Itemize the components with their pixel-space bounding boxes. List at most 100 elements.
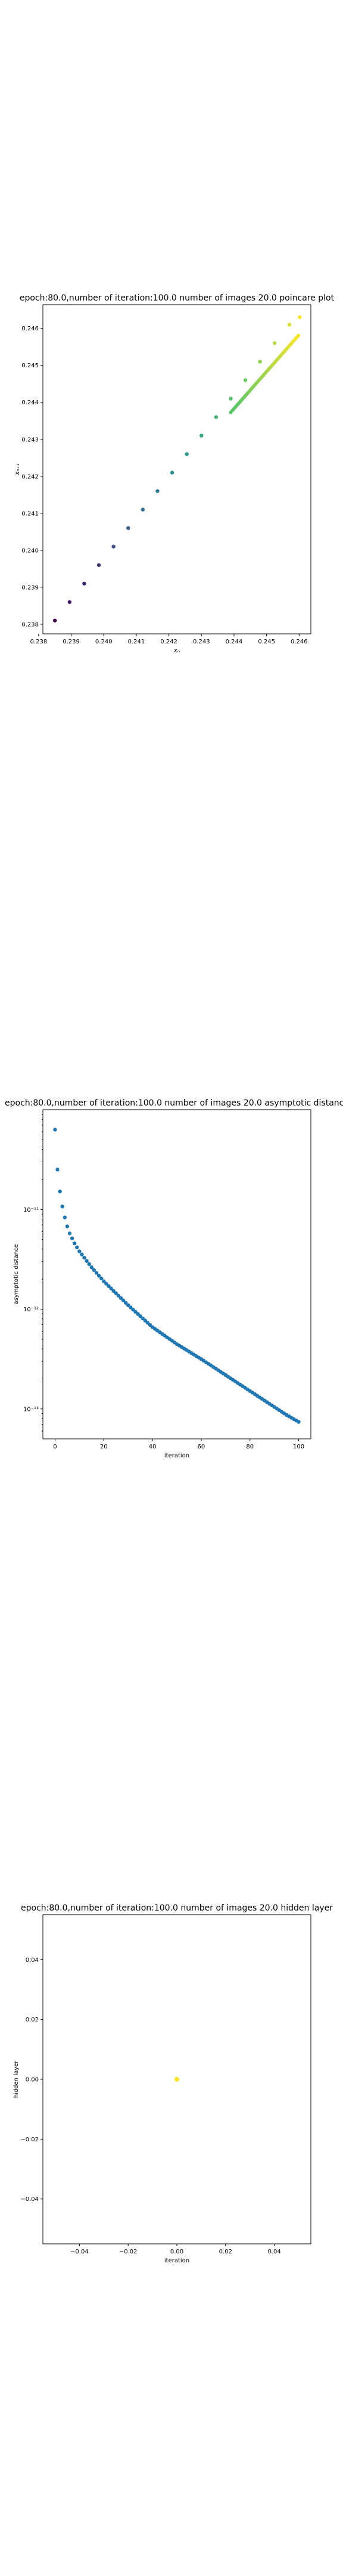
y-tick-label: 0.02 <box>26 2017 39 2023</box>
data-point <box>141 1316 145 1321</box>
x-tick-label: 40 <box>149 1444 157 1450</box>
data-point <box>273 341 277 345</box>
data-point <box>126 526 130 530</box>
x-tick-label: 80 <box>246 1444 254 1450</box>
poincare-chart: epoch:80.0,number of iteration:100.0 num… <box>14 293 335 654</box>
y-axis-label: xₙ₊₁ <box>14 463 21 475</box>
y-tick-label: 10⁻¹³ <box>23 1406 39 1413</box>
data-point <box>92 1268 96 1272</box>
data-point <box>104 1281 108 1286</box>
x-tick-label: 0.243 <box>193 639 210 645</box>
data-point <box>136 1312 140 1316</box>
x-tick-label: 0.239 <box>63 639 80 645</box>
data-point <box>116 1293 121 1298</box>
data-point <box>143 1318 148 1323</box>
y-tick-label: 10⁻¹² <box>23 1306 39 1313</box>
data-point <box>214 415 219 419</box>
asymptotic-distance-chart: epoch:80.0,number of iteration:100.0 num… <box>5 1098 343 1459</box>
data-point <box>155 489 160 493</box>
y-axis-label: asymptotic distance <box>13 1244 20 1304</box>
data-point <box>80 1252 84 1257</box>
data-point <box>138 1314 142 1318</box>
x-tick-label: 100 <box>293 1444 304 1450</box>
data-point <box>53 618 57 623</box>
y-tick-label: 0.242 <box>21 473 39 480</box>
data-point <box>145 1321 150 1325</box>
x-axis-label: iteration <box>164 1453 189 1459</box>
x-tick-label: 60 <box>198 1444 205 1450</box>
data-point <box>60 1205 64 1209</box>
data-point <box>55 1168 60 1172</box>
data-point <box>111 1289 116 1293</box>
plot-area-frame <box>42 304 311 634</box>
chart-title: epoch:80.0,number of iteration:100.0 num… <box>21 1903 333 1913</box>
data-point <box>170 470 174 475</box>
data-point <box>148 1323 152 1327</box>
data-point <box>82 581 86 586</box>
chart-title: epoch:80.0,number of iteration:100.0 num… <box>20 293 335 303</box>
hidden-layer-chart: epoch:80.0,number of iteration:100.0 num… <box>13 1903 333 2264</box>
y-tick-label: 0.238 <box>21 621 39 628</box>
data-point <box>87 1262 91 1267</box>
data-point <box>258 360 262 364</box>
data-point <box>185 452 189 456</box>
x-tick-label: 20 <box>100 1444 108 1450</box>
data-point <box>298 315 302 320</box>
data-point <box>67 600 72 604</box>
y-tick-label: −0.02 <box>20 2137 39 2143</box>
data-point <box>72 1241 77 1246</box>
data-point <box>65 1224 70 1228</box>
data-point <box>85 1259 89 1263</box>
point-group <box>53 1128 301 1424</box>
x-axis-label: xₙ <box>173 648 180 654</box>
x-tick-label: 0.246 <box>291 639 308 645</box>
data-point <box>96 563 101 567</box>
y-axis-label: hidden layer <box>13 2060 20 2098</box>
data-point <box>75 1245 79 1250</box>
point-group <box>53 315 302 623</box>
data-point <box>287 323 292 327</box>
y-tick-label: 0.00 <box>26 2077 39 2083</box>
x-tick-label: 0.240 <box>95 639 113 645</box>
chart-title: epoch:80.0,number of iteration:100.0 num… <box>5 1098 343 1108</box>
y-tick-label: 0.239 <box>21 584 39 591</box>
data-point <box>111 544 116 549</box>
data-point <box>96 1274 101 1278</box>
x-tick-label: 0 <box>53 1444 57 1450</box>
x-tick-label: 0.241 <box>128 639 145 645</box>
data-point <box>99 1276 104 1281</box>
point-group <box>174 2077 179 2082</box>
y-tick-label: 10⁻¹¹ <box>23 1207 39 1213</box>
x-tick-label: 0.244 <box>226 639 243 645</box>
data-point <box>133 1309 138 1314</box>
data-point <box>77 1249 82 1253</box>
tick-group: 0.238 0.239 0.240 0.241 0.242 0.243 0.244 0.245… <box>21 326 307 645</box>
x-tick-label: −0.02 <box>119 2249 138 2255</box>
data-point <box>82 1256 86 1260</box>
data-point <box>199 434 204 438</box>
data-point <box>174 2077 179 2082</box>
x-tick-label: 0.242 <box>160 639 177 645</box>
x-axis-label: iteration <box>164 2258 189 2264</box>
data-point <box>70 1236 74 1240</box>
y-tick-label: −0.04 <box>20 2196 39 2203</box>
y-tick-label: 0.246 <box>21 326 39 332</box>
y-tick-label: 0.245 <box>21 363 39 369</box>
x-tick-label: 0.238 <box>30 639 48 645</box>
x-tick-label: 0.00 <box>170 2249 183 2255</box>
x-tick-label: −0.04 <box>70 2249 89 2255</box>
data-point <box>297 1420 301 1424</box>
y-tick-label: 0.240 <box>21 547 39 554</box>
x-tick-label: 0.02 <box>219 2249 232 2255</box>
data-point <box>131 1308 135 1312</box>
data-point <box>119 1296 123 1301</box>
data-point <box>109 1286 113 1290</box>
data-point <box>114 1291 118 1295</box>
data-point <box>129 1305 133 1309</box>
plot-area-frame <box>42 1109 311 1439</box>
y-tick-label: 0.243 <box>21 436 39 443</box>
data-point <box>67 1231 72 1236</box>
data-point <box>243 378 248 382</box>
data-point <box>141 507 145 512</box>
data-point <box>126 1303 130 1308</box>
